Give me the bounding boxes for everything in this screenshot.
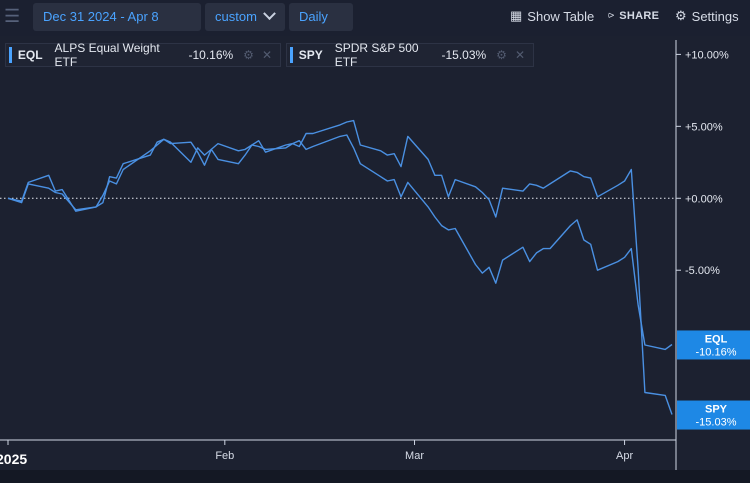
y-tick-label: +0.00% bbox=[685, 193, 723, 205]
interval-label: Daily bbox=[299, 9, 328, 24]
y-tick-label: -5.00% bbox=[685, 265, 720, 277]
share-icon: ⪧ bbox=[608, 9, 615, 21]
x-tick-label: Mar bbox=[405, 450, 424, 462]
legend-symbol: EQL bbox=[17, 48, 43, 62]
x-tick-label: 2025 bbox=[0, 451, 27, 467]
legend-name: SPDR S&P 500 ETF bbox=[334, 41, 419, 69]
range-mode-select[interactable]: custom bbox=[205, 3, 285, 31]
x-tick-label: Apr bbox=[616, 450, 633, 462]
x-axis-band bbox=[0, 440, 676, 470]
close-icon[interactable]: ✕ bbox=[261, 48, 272, 62]
menu-icon[interactable]: ☰ bbox=[4, 6, 21, 26]
series-line-eql bbox=[7, 134, 673, 351]
legend-item-eql[interactable]: EQL ALPS Equal Weight ETF -10.16% ⚙ ✕ bbox=[5, 41, 281, 69]
price-tag-spy: SPY-15.03% bbox=[677, 400, 750, 430]
share-button[interactable]: ⪧ SHARE bbox=[608, 9, 659, 22]
price-tag-change: -15.03% bbox=[696, 417, 737, 429]
table-icon: ▦ bbox=[510, 8, 523, 23]
share-label: SHARE bbox=[619, 9, 660, 22]
price-tag-symbol: SPY bbox=[705, 404, 728, 416]
show-table-label: Show Table bbox=[527, 8, 595, 24]
show-table-button[interactable]: ▦ Show Table bbox=[510, 8, 594, 24]
y-tick-label: +10.00% bbox=[685, 49, 729, 61]
legend-item-spy[interactable]: SPY SPDR S&P 500 ETF -15.03% ⚙ ✕ bbox=[286, 41, 534, 69]
series-line-spy bbox=[7, 119, 673, 415]
x-tick-label: Feb bbox=[215, 450, 234, 462]
legend-change: -10.16% bbox=[188, 48, 234, 62]
plot-area[interactable] bbox=[0, 40, 676, 440]
interval-select[interactable]: Daily bbox=[289, 3, 353, 49]
toolbar: ☰ Dec 31 2024 - Apr 8 2025 custom Daily … bbox=[0, 0, 750, 52]
bottom-scrollbar[interactable] bbox=[0, 470, 750, 483]
price-tag-background bbox=[677, 330, 750, 360]
price-tag-change: -10.16% bbox=[696, 346, 737, 358]
series-settings-icon[interactable]: ⚙ bbox=[243, 48, 254, 62]
settings-button[interactable]: ⚙ Settings bbox=[675, 8, 739, 24]
series-color-marker bbox=[290, 47, 293, 63]
price-tag-symbol: EQL bbox=[705, 333, 728, 345]
close-icon[interactable]: ✕ bbox=[514, 48, 525, 62]
gear-icon: ⚙ bbox=[675, 8, 687, 23]
price-tag-eql: EQL-10.16% bbox=[677, 330, 750, 360]
series-color-marker bbox=[9, 47, 12, 63]
legend-symbol: SPY bbox=[298, 48, 323, 62]
y-axis-band bbox=[676, 40, 750, 470]
legend-change: -15.03% bbox=[441, 48, 487, 62]
range-mode-label: custom bbox=[215, 9, 257, 24]
price-tag-background bbox=[677, 400, 750, 430]
settings-label: Settings bbox=[691, 8, 739, 24]
legend-name: ALPS Equal Weight ETF bbox=[54, 41, 160, 69]
y-tick-label: +5.00% bbox=[685, 121, 723, 133]
series-settings-icon[interactable]: ⚙ bbox=[496, 48, 507, 62]
